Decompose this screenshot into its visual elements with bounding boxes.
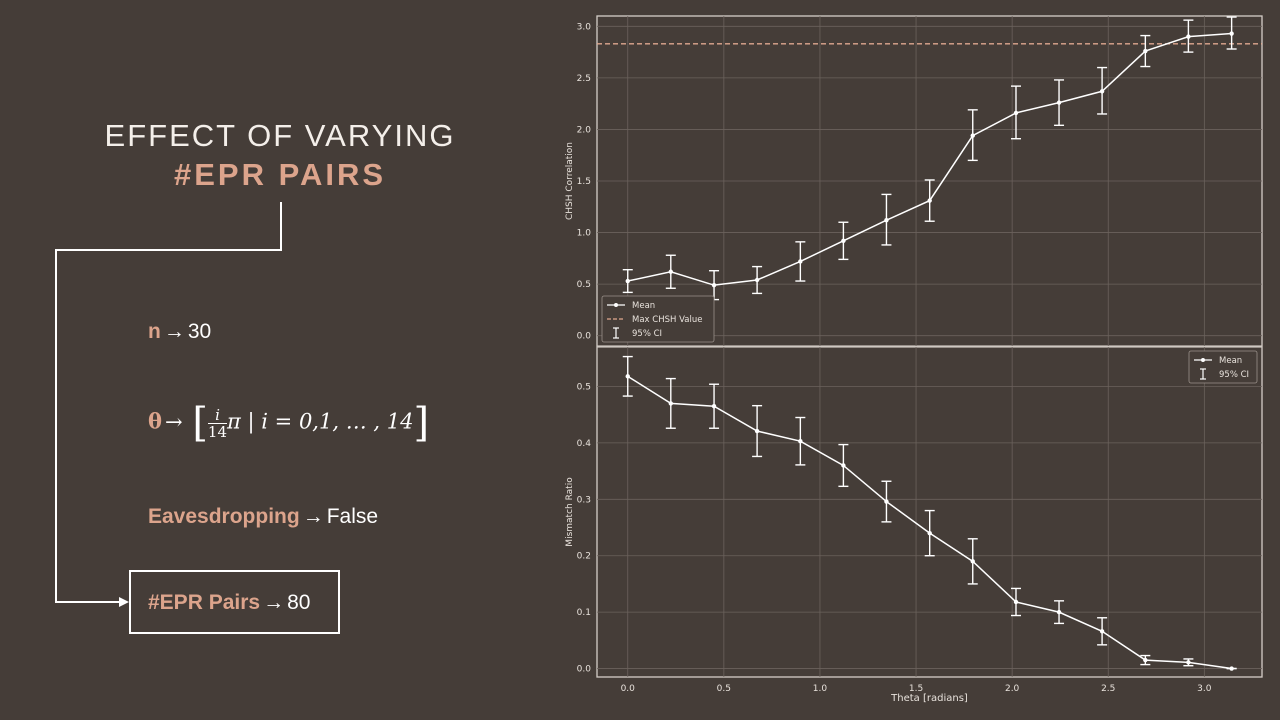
y-tick-label: 0.2 — [577, 552, 591, 562]
param-eavesdropping-value: False — [326, 505, 379, 528]
x-tick-label: 0.5 — [717, 684, 731, 694]
mean-point — [668, 269, 674, 274]
mean-point — [1229, 666, 1234, 671]
legend-mean-marker — [1201, 358, 1205, 362]
param-theta: θ → [i 14 π | i = 0,1, … , 14] — [148, 400, 429, 446]
y-tick-label: 0.3 — [577, 495, 591, 505]
mean-point — [1229, 31, 1234, 36]
mean-point — [1186, 660, 1191, 665]
mean-point — [884, 217, 889, 223]
y-tick-label: 0.5 — [577, 280, 591, 290]
x-tick-label: 0.0 — [621, 684, 636, 694]
param-n-arrow: → — [163, 320, 185, 343]
theta-right-bracket: ] — [413, 400, 430, 446]
y-tick-label: 2.5 — [577, 74, 591, 84]
legend-label: Mean — [632, 301, 655, 311]
mean-line — [627, 32, 1232, 286]
plot-area-2 — [596, 346, 1263, 678]
y-tick-label: 1.0 — [577, 229, 592, 239]
param-epr-arrow: → — [263, 591, 285, 614]
x-tick-label: 2.0 — [1005, 684, 1020, 694]
param-eavesdropping-arrow: → — [302, 505, 324, 528]
theta-frac-num: i — [207, 407, 228, 424]
connector-arrow — [55, 202, 282, 607]
param-theta-key: θ — [148, 408, 163, 434]
param-epr-key: #EPR Pairs — [148, 591, 261, 614]
mean-point — [1056, 100, 1062, 105]
mean-point — [1013, 599, 1019, 605]
mean-point — [1186, 34, 1191, 39]
y-axis-label: Mismatch Ratio — [565, 477, 575, 547]
theta-set: i = 0,1, … , 14 — [261, 409, 414, 434]
param-eavesdropping: Eavesdropping → False — [148, 505, 378, 529]
x-axis-label: Theta [radians] — [890, 693, 968, 704]
mean-point — [754, 428, 760, 434]
mean-point — [841, 463, 846, 468]
y-axis-label: CHSH Correlation — [565, 142, 575, 220]
slide-title-line2: #EPR PAIRS — [173, 157, 387, 192]
theta-frac-den: 14 — [207, 422, 228, 441]
mean-point — [754, 277, 760, 283]
mean-point — [841, 238, 846, 244]
y-tick-label: 0.1 — [577, 608, 591, 618]
param-eavesdropping-key: Eavesdropping — [148, 505, 300, 528]
mean-point — [970, 559, 975, 564]
y-tick-label: 2.0 — [577, 125, 592, 135]
y-tick-label: 1.5 — [577, 177, 591, 187]
mean-point — [1056, 609, 1062, 615]
epr-highlight-box — [129, 570, 340, 634]
mean-point — [711, 282, 717, 288]
mean-point — [625, 374, 630, 379]
param-epr-pairs: #EPR Pairs → 80 — [148, 591, 310, 615]
param-n-value: 30 — [187, 320, 212, 343]
legend-label: 95% CI — [632, 329, 662, 339]
param-n: n → 30 — [148, 320, 211, 344]
mean-point — [798, 439, 803, 444]
mean-point — [668, 401, 674, 406]
y-tick-label: 3.0 — [577, 22, 592, 32]
x-tick-label: 2.5 — [1101, 684, 1115, 694]
mean-point — [711, 404, 717, 409]
legend-label: Max CHSH Value — [632, 315, 702, 325]
y-tick-label: 0.0 — [577, 665, 592, 675]
x-tick-label: 1.0 — [813, 684, 828, 694]
mean-point — [1099, 629, 1105, 634]
legend-label: Mean — [1219, 356, 1242, 366]
param-epr-value: 80 — [287, 591, 311, 614]
x-tick-label: 3.0 — [1197, 684, 1212, 694]
param-theta-arrow: → — [165, 409, 183, 434]
param-n-key: n — [148, 320, 161, 343]
mean-point — [1143, 48, 1148, 54]
slide-title-line1: EFFECT OF VARYING — [104, 118, 456, 153]
y-tick-label: 0.0 — [577, 332, 592, 342]
mean-point — [927, 530, 932, 536]
legend-box — [601, 295, 715, 343]
legend-label: 95% CI — [1219, 370, 1249, 380]
mean-point — [884, 499, 889, 504]
theta-left-bracket: [ — [192, 400, 208, 446]
mean-point — [970, 133, 975, 138]
mean-point — [625, 278, 630, 284]
mean-point — [1099, 89, 1105, 94]
x-tick-label: 1.5 — [909, 684, 923, 694]
mean-point — [1143, 657, 1148, 663]
mean-point — [798, 259, 803, 264]
theta-pi: π — [227, 409, 241, 434]
y-tick-label: 0.4 — [577, 439, 592, 449]
mean-point — [1013, 110, 1019, 116]
theta-bar: | — [247, 409, 255, 434]
mean-point — [927, 198, 932, 203]
theta-fraction: i 14 — [207, 407, 228, 441]
legend-mean-marker — [614, 303, 618, 307]
legend-box — [1188, 350, 1258, 384]
y-tick-label: 0.5 — [577, 382, 591, 392]
